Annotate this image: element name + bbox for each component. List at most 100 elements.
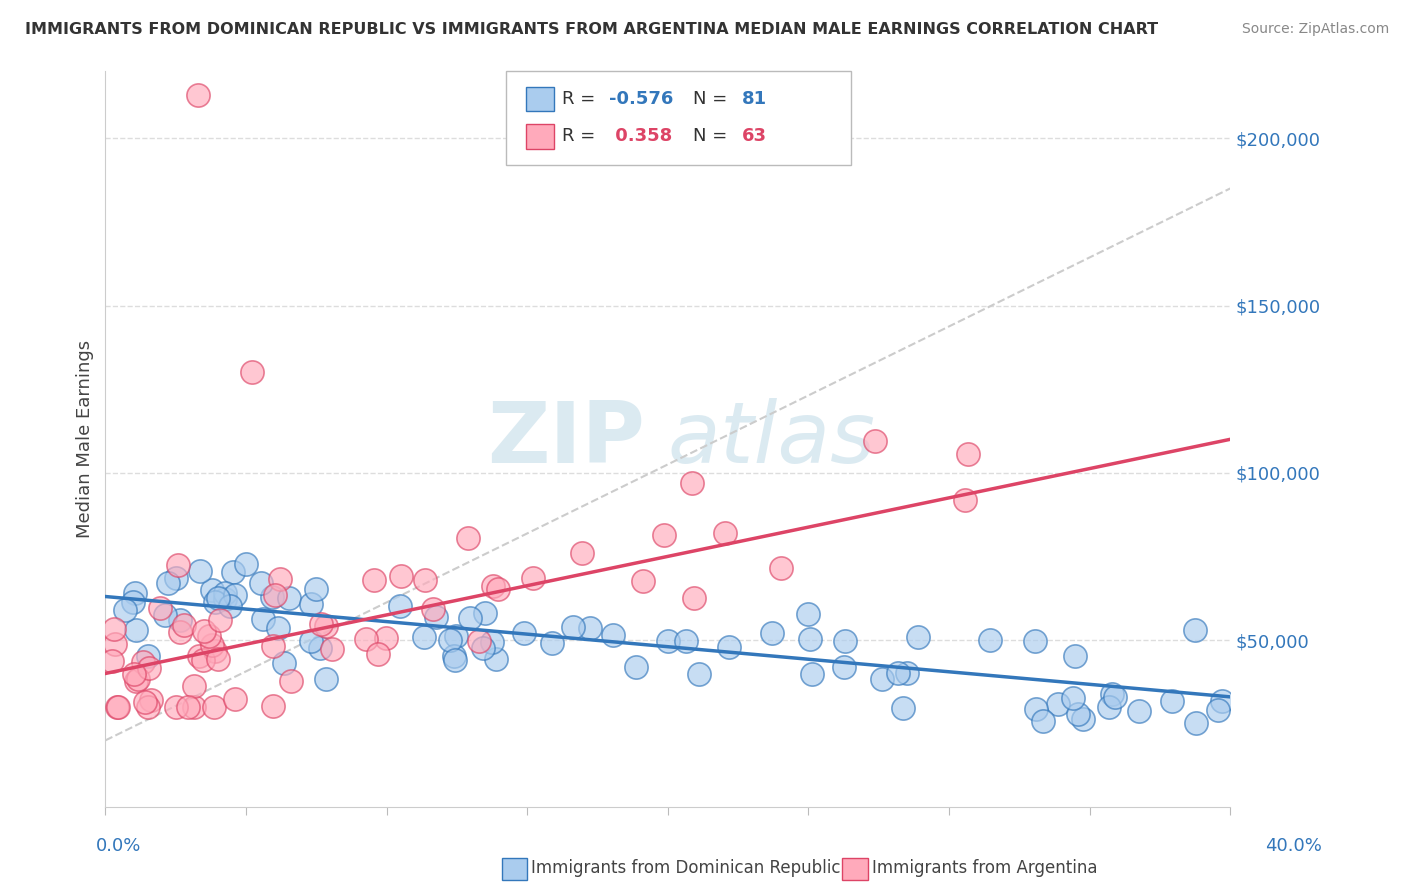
Point: [482, 579, 505, 593]
Text: atlas: atlas: [668, 398, 876, 481]
Point: [122, 595, 145, 609]
Point: [412, 630, 434, 644]
Point: [652, 528, 675, 542]
Point: [1025, 702, 1047, 716]
Point: [439, 632, 461, 647]
Point: [979, 632, 1001, 647]
Point: [299, 633, 322, 648]
Point: [252, 612, 274, 626]
Point: [188, 565, 211, 579]
Text: Immigrants from Dominican Republic: Immigrants from Dominican Republic: [531, 859, 841, 877]
Point: [474, 606, 496, 620]
Point: [169, 614, 191, 628]
Point: [1101, 687, 1123, 701]
Point: [262, 698, 284, 713]
Point: [1206, 703, 1229, 717]
Point: [103, 622, 125, 636]
Point: [444, 653, 467, 667]
Point: [675, 634, 697, 648]
Point: [413, 573, 436, 587]
Point: [157, 576, 180, 591]
Point: [957, 447, 980, 461]
Point: [832, 659, 855, 673]
Point: [201, 638, 224, 652]
Point: [717, 640, 740, 654]
Point: [222, 565, 245, 579]
Text: ZIP: ZIP: [488, 398, 645, 481]
Point: [834, 633, 856, 648]
Point: [136, 649, 159, 664]
Point: [214, 591, 236, 606]
Point: [219, 599, 242, 614]
Text: 40.0%: 40.0%: [1265, 837, 1322, 855]
Point: [1067, 706, 1090, 721]
Point: [1062, 690, 1084, 705]
Point: [249, 576, 271, 591]
Point: [907, 630, 929, 644]
Point: [562, 620, 585, 634]
Point: [389, 569, 412, 583]
Text: N =: N =: [693, 128, 733, 145]
Point: [1047, 697, 1070, 711]
Point: [891, 701, 914, 715]
Point: [153, 607, 176, 622]
Point: [481, 635, 503, 649]
Point: [458, 610, 481, 624]
Point: [167, 558, 190, 573]
Point: [305, 582, 328, 597]
Point: [183, 699, 205, 714]
Point: [309, 641, 332, 656]
Point: [127, 672, 149, 686]
Point: [657, 634, 679, 648]
Point: [633, 574, 655, 589]
Point: [224, 692, 246, 706]
Point: [321, 642, 343, 657]
Point: [1024, 634, 1046, 648]
Y-axis label: Median Male Earnings: Median Male Earnings: [76, 340, 94, 539]
Point: [870, 672, 893, 686]
Point: [761, 625, 783, 640]
Point: [1161, 694, 1184, 708]
Point: [134, 695, 156, 709]
Point: [114, 603, 136, 617]
Text: N =: N =: [693, 90, 733, 108]
Point: [1104, 690, 1126, 704]
Point: [204, 644, 226, 658]
Point: [125, 674, 148, 689]
Point: [177, 699, 200, 714]
Point: [224, 588, 246, 602]
Point: [263, 588, 285, 602]
Point: [188, 648, 211, 663]
Point: [202, 699, 225, 714]
Point: [267, 621, 290, 635]
Point: [714, 526, 737, 541]
Point: [124, 586, 146, 600]
Point: [136, 699, 159, 714]
Point: [522, 571, 544, 585]
Text: Immigrants from Argentina: Immigrants from Argentina: [872, 859, 1097, 877]
Point: [1098, 699, 1121, 714]
Point: [165, 699, 187, 714]
Text: 81: 81: [742, 90, 768, 108]
Point: [1211, 694, 1233, 708]
Point: [1185, 716, 1208, 731]
Point: [299, 597, 322, 611]
Point: [191, 653, 214, 667]
Point: [263, 639, 285, 653]
Point: [374, 631, 396, 645]
Point: [132, 655, 155, 669]
Point: [797, 607, 820, 622]
Point: [422, 601, 444, 615]
Text: 63: 63: [742, 128, 768, 145]
Point: [363, 573, 385, 587]
Point: [865, 434, 887, 448]
Point: [104, 637, 127, 651]
Point: [280, 674, 302, 689]
Point: [148, 601, 170, 615]
Point: [1184, 623, 1206, 637]
Point: [367, 647, 389, 661]
Point: [512, 626, 534, 640]
Point: [183, 679, 205, 693]
Point: [124, 666, 146, 681]
Point: [425, 610, 447, 624]
